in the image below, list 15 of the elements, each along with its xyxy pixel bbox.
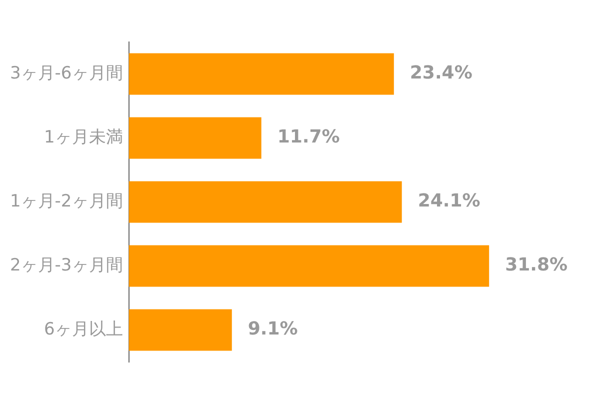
y-tick-label: 3ヶ月-6ヶ月間 [10,63,123,84]
data-label: 11.7% [277,126,340,148]
bar [128,309,232,351]
y-tick-label: 6ヶ月以上 [44,319,123,340]
bar [128,117,262,159]
y-tick-label: 1ヶ月-2ヶ月間 [10,191,123,212]
bar [128,53,394,95]
y-tick-label: 2ヶ月-3ヶ月間 [10,255,123,276]
data-label: 31.8% [505,254,568,276]
bar [128,181,402,223]
bar [128,245,490,287]
y-tick-label: 1ヶ月未満 [44,127,123,148]
data-label: 23.4% [410,62,472,84]
data-label: 9.1% [248,318,298,340]
data-label: 24.1% [418,190,480,212]
